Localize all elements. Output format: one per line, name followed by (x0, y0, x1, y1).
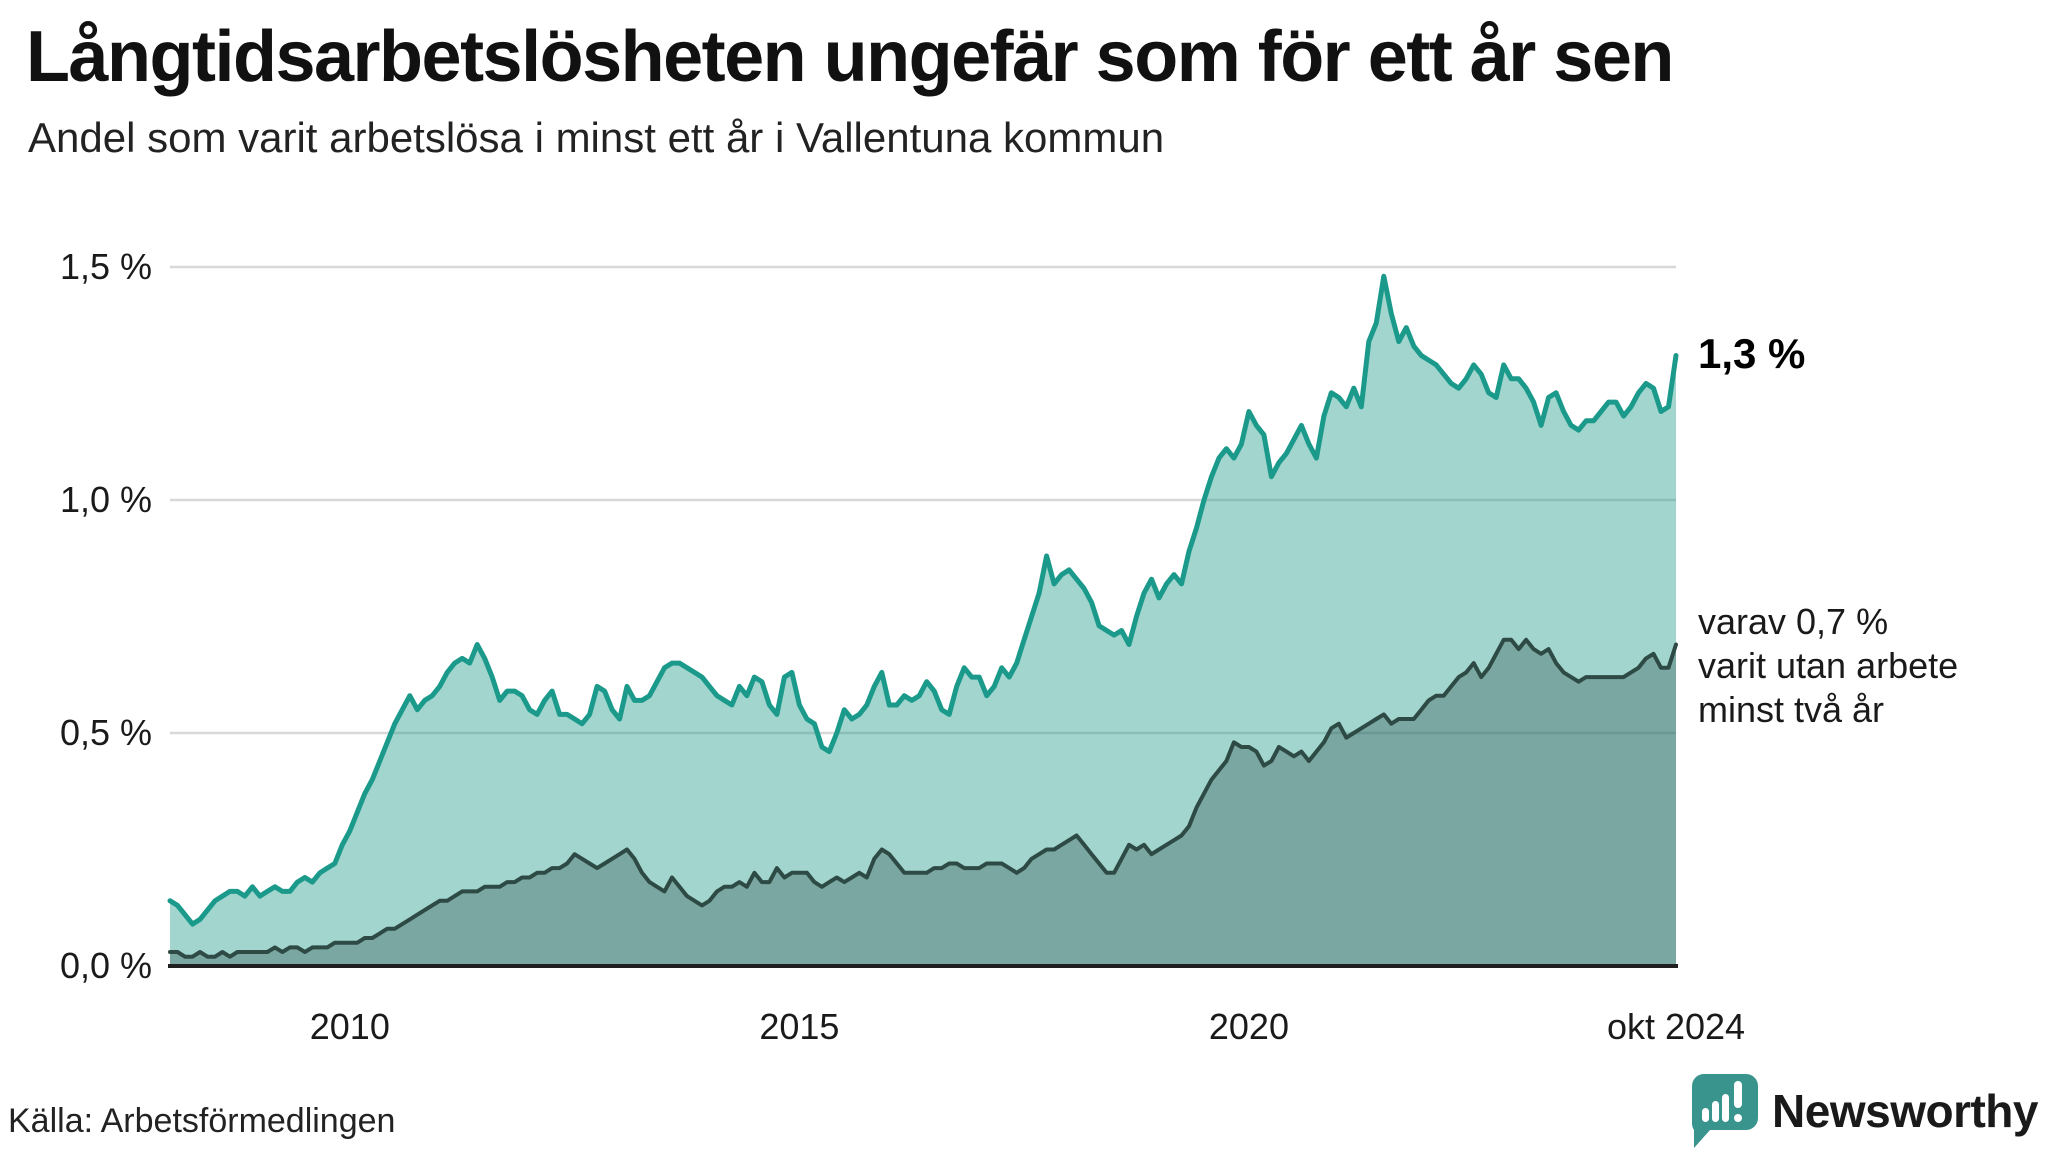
newsworthy-logo: Newsworthy (1690, 1072, 2038, 1150)
y-tick-label: 1,0 % (59, 479, 152, 520)
x-tick-label: 2015 (759, 1006, 840, 1047)
x-tick-label: 2020 (1208, 1006, 1289, 1047)
y-tick-label: 0,5 % (59, 712, 152, 753)
secondary-series-label: varav 0,7 % varit utan arbete minst två … (1698, 600, 1958, 732)
page-subtitle: Andel som varit arbetslösa i minst ett å… (28, 114, 1165, 161)
y-tick-label: 1,5 % (59, 246, 152, 287)
y-tick-label: 0,0 % (59, 945, 152, 986)
series-two-years-area (170, 639, 1676, 966)
x-tick-label: 2010 (309, 1006, 390, 1047)
newsworthy-logo-text: Newsworthy (1772, 1085, 2038, 1137)
latest-value-label: 1,3 % (1698, 330, 1806, 377)
newsworthy-logo-icon (1692, 1074, 1759, 1148)
series-total-line (167, 273, 1679, 927)
secondary-series-label-line1: varav 0,7 % (1698, 601, 1889, 642)
source-note: Källa: Arbetsförmedlingen (8, 1102, 396, 1140)
x-tick-label: okt 2024 (1606, 1006, 1746, 1047)
series-total-area (170, 276, 1676, 966)
secondary-series-label-line2: varit utan arbete (1698, 645, 1959, 686)
secondary-series-label-line3: minst två år (1698, 689, 1885, 730)
series-two-years-line (168, 637, 1678, 959)
page-title: Långtidsarbetslösheten ungefär som för e… (26, 17, 1674, 97)
